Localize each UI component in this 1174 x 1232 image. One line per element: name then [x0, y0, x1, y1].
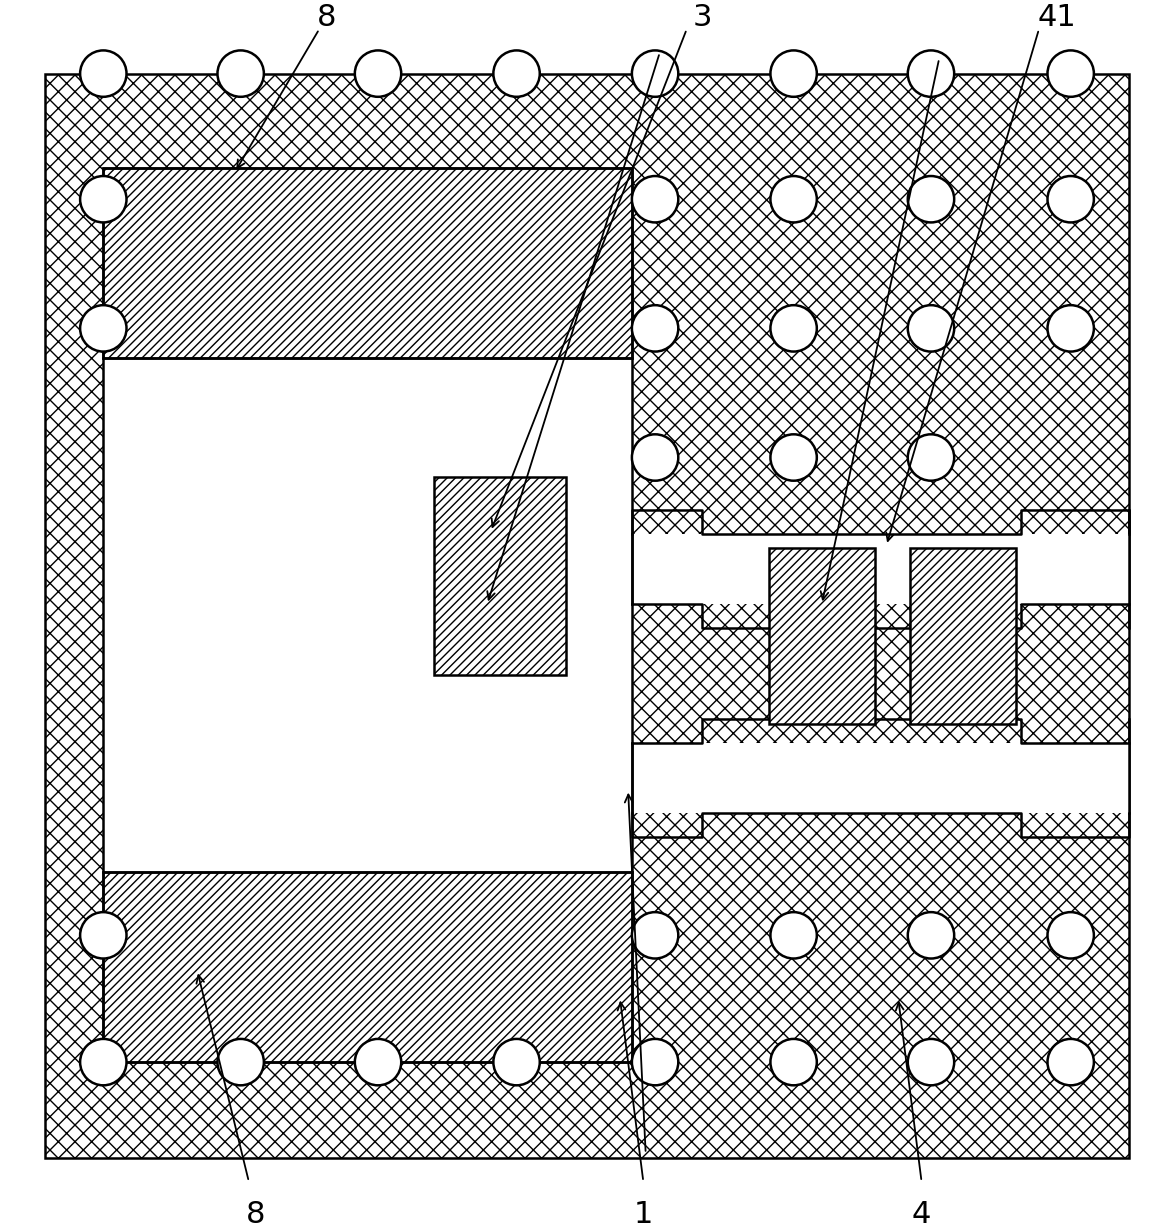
Text: 8: 8: [247, 1200, 265, 1230]
Circle shape: [908, 176, 954, 223]
Circle shape: [493, 1039, 540, 1085]
Bar: [434, 478, 566, 675]
Circle shape: [770, 912, 817, 958]
Circle shape: [908, 1039, 954, 1085]
Circle shape: [908, 435, 954, 480]
Circle shape: [632, 912, 679, 958]
Circle shape: [217, 1039, 264, 1085]
Circle shape: [493, 51, 540, 97]
Bar: [910, 548, 1016, 724]
Circle shape: [1047, 306, 1094, 351]
Text: 8: 8: [317, 2, 336, 32]
Circle shape: [770, 176, 817, 223]
Bar: [769, 548, 875, 724]
Bar: [103, 872, 632, 1062]
Circle shape: [1047, 176, 1094, 223]
Bar: [103, 168, 632, 357]
Circle shape: [217, 51, 264, 97]
Bar: [103, 357, 632, 872]
Circle shape: [355, 51, 402, 97]
Circle shape: [770, 1039, 817, 1085]
Circle shape: [355, 1039, 402, 1085]
Bar: [632, 743, 1129, 813]
Text: 1: 1: [634, 1200, 653, 1230]
Circle shape: [908, 51, 954, 97]
Circle shape: [80, 51, 127, 97]
Circle shape: [632, 306, 679, 351]
Circle shape: [632, 1039, 679, 1085]
Circle shape: [770, 51, 817, 97]
Circle shape: [1047, 1039, 1094, 1085]
Circle shape: [632, 51, 679, 97]
Circle shape: [1047, 912, 1094, 958]
Circle shape: [632, 435, 679, 480]
Circle shape: [80, 1039, 127, 1085]
Circle shape: [1047, 51, 1094, 97]
Text: 3: 3: [693, 2, 711, 32]
Bar: [103, 168, 632, 1062]
Circle shape: [908, 912, 954, 958]
Circle shape: [770, 435, 817, 480]
Circle shape: [80, 176, 127, 223]
Circle shape: [632, 176, 679, 223]
Circle shape: [80, 306, 127, 351]
Text: 41: 41: [1037, 2, 1077, 32]
Circle shape: [908, 306, 954, 351]
Bar: [632, 533, 1129, 604]
Circle shape: [80, 912, 127, 958]
Circle shape: [770, 306, 817, 351]
Text: 4: 4: [912, 1200, 931, 1230]
